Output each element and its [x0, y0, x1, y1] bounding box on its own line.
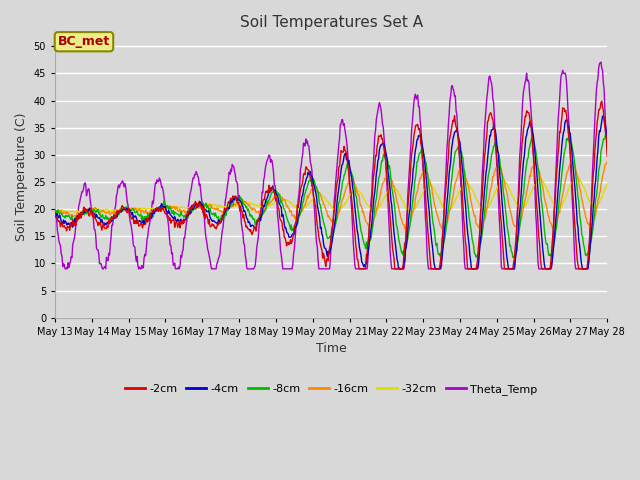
- Y-axis label: Soil Temperature (C): Soil Temperature (C): [15, 112, 28, 241]
- Title: Soil Temperatures Set A: Soil Temperatures Set A: [239, 15, 422, 30]
- Text: BC_met: BC_met: [58, 35, 110, 48]
- Legend: -2cm, -4cm, -8cm, -16cm, -32cm, Theta_Temp: -2cm, -4cm, -8cm, -16cm, -32cm, Theta_Te…: [120, 380, 542, 399]
- X-axis label: Time: Time: [316, 342, 346, 355]
